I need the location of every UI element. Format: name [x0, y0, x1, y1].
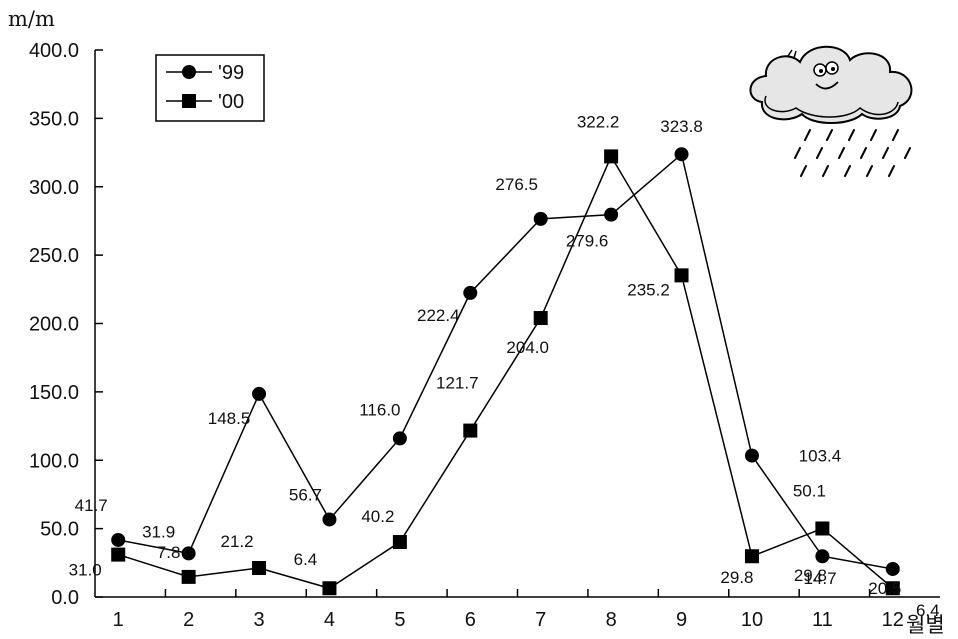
- data-point-square: [744, 549, 759, 564]
- data-label: 50.1: [793, 481, 826, 500]
- x-tick-label: 10: [741, 609, 763, 631]
- data-label: 20.5: [868, 579, 901, 598]
- data-point-circle: [815, 549, 830, 564]
- y-tick-label: 50.0: [40, 519, 79, 541]
- data-point-square: [252, 561, 267, 576]
- legend-label-00: '00: [218, 91, 244, 113]
- data-label: 204.0: [506, 338, 549, 357]
- data-label: 41.7: [75, 496, 108, 515]
- x-tick-label: 1: [113, 609, 124, 631]
- legend-marker-circle: [182, 65, 196, 79]
- data-point-circle: [392, 431, 407, 446]
- y-tick-label: 200.0: [29, 314, 79, 336]
- legend-label-99: '99: [218, 62, 244, 84]
- data-point-circle: [322, 512, 337, 527]
- y-tick-label: 400.0: [29, 40, 79, 62]
- x-tick-label: 9: [676, 609, 687, 631]
- data-point-square: [604, 149, 619, 164]
- legend: '99 '00: [155, 54, 265, 122]
- axes: [94, 50, 940, 598]
- data-point-square: [181, 569, 196, 584]
- x-unit-label: 월별: [906, 613, 945, 637]
- y-tick-label: 0.0: [51, 587, 79, 609]
- x-tick-label: 5: [394, 609, 405, 631]
- data-point-circle: [252, 386, 267, 401]
- data-label: 40.2: [361, 507, 394, 526]
- x-tick-label: 12: [882, 609, 904, 631]
- data-label: 323.8: [660, 117, 703, 136]
- data-point-circle: [744, 448, 759, 463]
- data-label: 103.4: [799, 447, 842, 466]
- data-point-square: [463, 423, 478, 438]
- data-label: 279.6: [566, 232, 609, 251]
- data-label: 235.2: [627, 280, 670, 299]
- data-point-circle: [885, 561, 900, 576]
- data-label: 276.5: [495, 175, 538, 194]
- data-label: 6.4: [916, 601, 940, 620]
- data-label: 222.4: [417, 306, 460, 325]
- data-label: 56.7: [289, 485, 322, 504]
- data-labels: 41.7 31.9 148.5 56.7 116.0 222.4 276.5 279.6 323…: [69, 112, 940, 620]
- legend-marker-square: [182, 94, 196, 108]
- x-tick-label: 4: [324, 609, 335, 631]
- y-tick-label: 350.0: [29, 108, 79, 130]
- x-tick-label: 6: [465, 609, 476, 631]
- x-tick-label: 2: [183, 609, 194, 631]
- series-line: [118, 152, 893, 570]
- rain-cloud-icon: [749, 45, 913, 177]
- x-ticks: 1 2 3 4 5 6 7 8 9 10 11 12: [113, 589, 904, 631]
- y-unit-label: m/m: [8, 7, 55, 31]
- data-point-square: [111, 547, 126, 562]
- series-line: [117, 154, 894, 590]
- data-point-circle: [181, 546, 196, 561]
- data-point-square: [322, 581, 337, 596]
- legend-box: [155, 54, 265, 122]
- data-label: 148.5: [208, 409, 251, 428]
- data-label: 21.2: [220, 532, 253, 551]
- data-point-circle: [463, 285, 478, 300]
- y-ticks: 0.0 50.0 100.0 150.0 200.0 250.0 300.0 350.0 400…: [29, 40, 103, 609]
- data-point-circle: [604, 207, 619, 222]
- y-tick-label: 100.0: [29, 450, 79, 472]
- data-label: 121.7: [436, 374, 479, 393]
- x-tick-label: 8: [606, 609, 617, 631]
- data-label: 29.8: [720, 568, 753, 587]
- data-point-square: [815, 521, 830, 536]
- data-point-circle: [674, 147, 689, 162]
- x-tick-label: 3: [253, 609, 264, 631]
- data-label: 322.2: [577, 112, 620, 131]
- data-label: 31.9: [142, 522, 175, 541]
- data-label: 14.7: [803, 569, 836, 588]
- data-label: 7.8: [157, 543, 181, 562]
- data-point-square: [392, 535, 407, 550]
- data-label: 116.0: [359, 400, 400, 419]
- data-label: 29.8: [794, 566, 827, 585]
- data-point-square: [533, 311, 548, 326]
- x-tick-label: 11: [812, 609, 833, 631]
- data-label: 6.4: [294, 550, 318, 569]
- data-point-square: [674, 268, 689, 283]
- data-label: 31.0: [69, 561, 102, 580]
- y-tick-label: 250.0: [29, 245, 79, 267]
- x-tick-label: 7: [535, 609, 546, 631]
- y-tick-label: 150.0: [29, 382, 79, 404]
- series-layer: [111, 147, 900, 596]
- data-point-square: [885, 581, 900, 596]
- y-tick-label: 300.0: [29, 177, 79, 199]
- data-point-circle: [533, 211, 548, 226]
- data-point-circle: [111, 532, 126, 547]
